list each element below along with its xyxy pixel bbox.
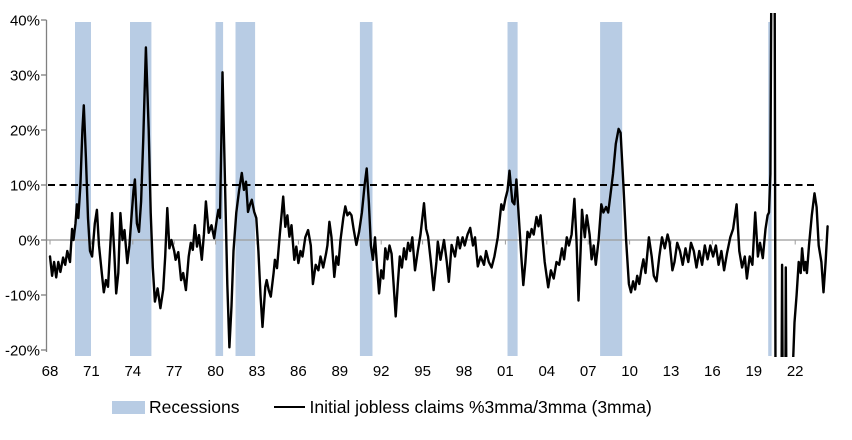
x-tick-label: 95	[414, 363, 431, 380]
x-axis-ticks	[49, 240, 796, 245]
x-tick-label: 89	[331, 363, 348, 380]
x-tick-label: 16	[704, 363, 721, 380]
y-tick-label: 30%	[10, 68, 40, 85]
x-tick-label: 77	[166, 363, 183, 380]
y-tick-label: -20%	[5, 343, 40, 360]
x-tick-label: 71	[83, 363, 100, 380]
x-tick-label: 04	[538, 363, 555, 380]
recession-band	[75, 22, 91, 356]
y-tick-label: 20%	[10, 123, 40, 140]
legend-claims-label: Initial jobless claims %3mma/3mma (3mma)	[309, 396, 652, 417]
x-tick-label: 86	[290, 363, 307, 380]
recession-band	[507, 22, 518, 356]
x-tick-label: 13	[663, 363, 680, 380]
x-tick-label: 10	[621, 363, 638, 380]
legend: Recessions Initial jobless claims %3mma/…	[112, 393, 652, 421]
x-tick-label: 80	[207, 363, 224, 380]
x-tick-labels: 68 71 74 77 80 83 86 89 92 95 98 01 04 07 10 13 16 19 22	[42, 363, 804, 380]
x-tick-label: 74	[124, 363, 141, 380]
x-tick-label: 98	[456, 363, 473, 380]
y-tick-labels: 40% 30% 20% 10% 0% -10% -20%	[5, 13, 40, 360]
y-tick-label: 0%	[18, 233, 40, 250]
x-tick-label: 22	[787, 363, 804, 380]
x-tick-label: 07	[580, 363, 597, 380]
y-axis-ticks	[41, 19, 47, 351]
recessions-swatch	[112, 400, 145, 414]
legend-recessions-label: Recessions	[149, 396, 240, 417]
recession-band	[359, 22, 373, 356]
recession-bands	[75, 22, 772, 356]
claims-line	[48, 13, 829, 357]
x-tick-label: 92	[373, 363, 390, 380]
legend-item-claims: Initial jobless claims %3mma/3mma (3mma)	[274, 396, 652, 418]
y-tick-label: 10%	[10, 178, 40, 195]
x-tick-label: 83	[249, 363, 266, 380]
legend-item-recessions: Recessions	[112, 397, 239, 418]
x-tick-label: 01	[497, 363, 514, 380]
claims-line-swatch	[274, 406, 306, 408]
y-tick-label: 40%	[10, 13, 40, 30]
y-tick-label: -10%	[5, 288, 40, 305]
x-tick-label: 68	[42, 363, 59, 380]
x-tick-label: 19	[745, 363, 762, 380]
